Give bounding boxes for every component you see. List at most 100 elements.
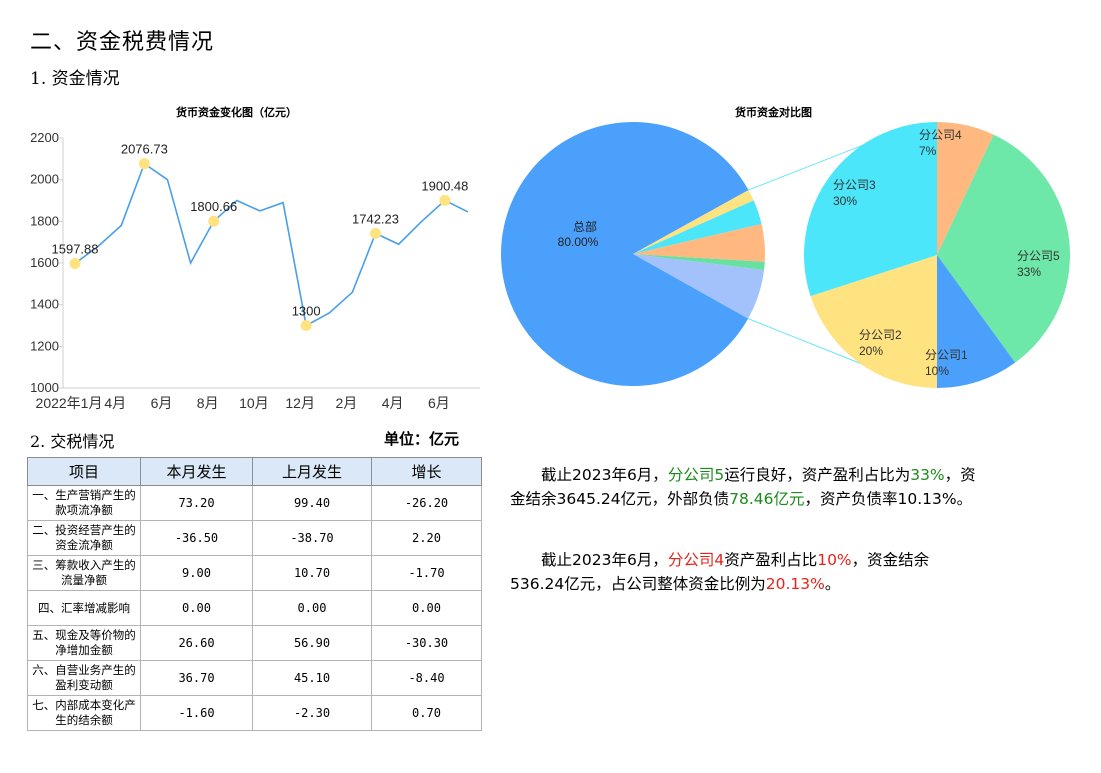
row-previous: 45.10	[252, 660, 372, 696]
col-header-item: 项目	[27, 457, 141, 486]
row-name: 五、现金及等价物的净增加金额	[27, 625, 141, 661]
x-tick-label: 2022年1月	[36, 395, 103, 411]
pie-slice-分公司1	[633, 254, 765, 319]
table-row: 一、生产营销产生的款项流净额 73.20 99.40 -26.20	[27, 485, 482, 521]
breakdown-percent: 7%	[919, 144, 937, 158]
table-row: 三、筹款收入产生的流量净额 9.00 10.70 -1.70	[27, 555, 482, 591]
pie-chart-title: 货币资金对比图	[735, 106, 812, 119]
row-current: 9.00	[140, 555, 253, 591]
unit-label: 单位：亿元	[384, 430, 460, 448]
table-row: 六、自营业务产生的盈利变动额 36.70 45.10 -8.40	[27, 660, 482, 696]
data-point	[300, 320, 312, 331]
page-title: 二、资金税费情况	[30, 30, 215, 55]
y-tick-label: 1200	[30, 338, 59, 353]
row-current: -1.60	[140, 695, 253, 731]
table-header-row: 项目 本月发生 上月发生 增长	[27, 457, 482, 486]
row-name: 一、生产营销产生的款项流净额	[27, 485, 141, 521]
pie-slice-分公司3	[633, 200, 762, 254]
x-tick-label: 2月	[336, 395, 358, 411]
row-current: -36.50	[140, 520, 253, 556]
highlight-red: 20.13%	[765, 575, 825, 593]
text-segment: 截止2023年6月，	[541, 551, 668, 569]
data-label: 1900.48	[421, 178, 468, 193]
highlight-green: 分公司5	[667, 466, 725, 484]
breakdown-percent: 30%	[833, 194, 857, 208]
row-growth: -26.20	[371, 485, 482, 521]
row-name: 三、筹款收入产生的流量净额	[27, 555, 141, 591]
y-tick-label: 2000	[30, 172, 59, 187]
breakdown-slice-分公司3	[804, 122, 937, 297]
row-growth: 2.20	[371, 520, 482, 556]
highlight-red: 分公司4	[667, 551, 725, 569]
breakdown-label: 分公司5	[1017, 249, 1060, 263]
data-label: 1597.88	[52, 241, 99, 256]
breakdown-slice-分公司2	[810, 255, 937, 388]
text-segment: ，资金结余536.24亿元，占公司整体资金比例为	[510, 551, 930, 593]
pie-slice-分公司2	[633, 254, 765, 271]
row-name: 六、自营业务产生的盈利变动额	[27, 660, 141, 696]
breakdown-label: 分公司1	[925, 348, 968, 362]
row-name: 七、内部成本变化产生的结余额	[27, 695, 141, 731]
row-growth: -30.30	[371, 625, 482, 661]
line-chart-title: 货币资金变化图（亿元）	[176, 106, 297, 119]
breakdown-slice-分公司4	[937, 122, 994, 255]
highlight-green: 78.46亿元	[729, 490, 805, 508]
x-tick-label: 6月	[428, 395, 450, 411]
row-current: 36.70	[140, 660, 253, 696]
row-previous: 56.90	[252, 625, 372, 661]
col-header-current: 本月发生	[140, 457, 253, 486]
table-row: 四、汇率增减影响 0.00 0.00 0.00	[27, 590, 482, 626]
breakdown-percent: 10%	[925, 364, 949, 378]
pie-label-headquarters-pct: 80.00%	[558, 235, 599, 249]
summary-paragraph-2: 截止2023年6月，分公司4资产盈利占比10%，资金结余536.24亿元，占公司…	[510, 548, 980, 596]
highlight-green: 33%	[910, 466, 945, 484]
breakdown-label: 分公司2	[859, 328, 902, 342]
data-point	[138, 158, 150, 170]
breakdown-label: 分公司4	[919, 128, 962, 142]
y-tick-label: 2200	[30, 130, 59, 145]
x-tick-label: 4月	[382, 395, 404, 411]
row-previous: 10.70	[252, 555, 372, 591]
row-current: 0.00	[140, 590, 253, 626]
row-previous: 0.00	[252, 590, 372, 626]
row-current: 73.20	[140, 485, 253, 521]
pie-slice-分公司4	[633, 190, 754, 254]
breakdown-percent: 20%	[859, 344, 883, 358]
y-tick-label: 1800	[30, 213, 59, 228]
pie-slice-headquarters	[501, 122, 749, 387]
table-row: 七、内部成本变化产生的结余额 -1.60 -2.30 0.70	[27, 695, 482, 731]
row-growth: 0.70	[371, 695, 482, 731]
data-label: 1800.66	[190, 199, 237, 214]
row-previous: 99.40	[252, 485, 372, 521]
section-title-funds: 1. 资金情况	[30, 69, 120, 89]
row-current: 26.60	[140, 625, 253, 661]
text-segment: 运行良好，资产盈利占比为	[724, 466, 911, 484]
breakdown-slice-分公司1	[937, 255, 1016, 388]
data-point	[439, 194, 451, 206]
y-tick-label: 1000	[30, 380, 59, 395]
text-segment: ，资金结余3645.24亿元，外部负债	[510, 466, 976, 508]
x-tick-label: 12月	[285, 395, 315, 411]
col-header-growth: 增长	[371, 457, 482, 486]
x-tick-label: 8月	[197, 395, 219, 411]
data-point	[208, 215, 220, 227]
text-segment: 截止2023年6月，	[541, 466, 668, 484]
data-label: 1742.23	[352, 211, 399, 226]
series-line	[74, 162, 469, 327]
breakdown-percent: 33%	[1017, 265, 1041, 279]
x-tick-label: 10月	[239, 395, 269, 411]
y-tick-label: 1400	[30, 297, 59, 312]
row-growth: -1.70	[371, 555, 482, 591]
data-label: 2076.73	[121, 142, 168, 157]
x-tick-label: 4月	[104, 395, 126, 411]
text-segment: 。	[824, 575, 841, 593]
data-point	[69, 257, 81, 269]
text-segment: ，资产负债率10.13%。	[804, 490, 973, 508]
y-tick-label: 1600	[30, 255, 59, 270]
highlight-red: 10%	[817, 551, 852, 569]
tax-table: 项目 本月发生 上月发生 增长 一、生产营销产生的款项流净额 73.20 99.…	[27, 457, 482, 731]
data-label: 1300	[292, 304, 321, 319]
text-segment: 资产盈利占比	[724, 551, 818, 569]
